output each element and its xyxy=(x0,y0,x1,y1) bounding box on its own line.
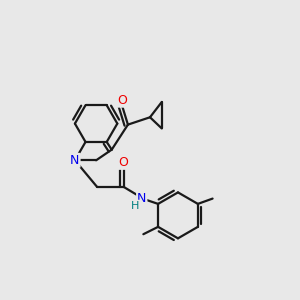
Text: N: N xyxy=(137,192,146,205)
Text: O: O xyxy=(117,94,127,107)
Text: N: N xyxy=(70,154,80,167)
Text: O: O xyxy=(118,156,128,169)
Text: H: H xyxy=(131,201,140,211)
